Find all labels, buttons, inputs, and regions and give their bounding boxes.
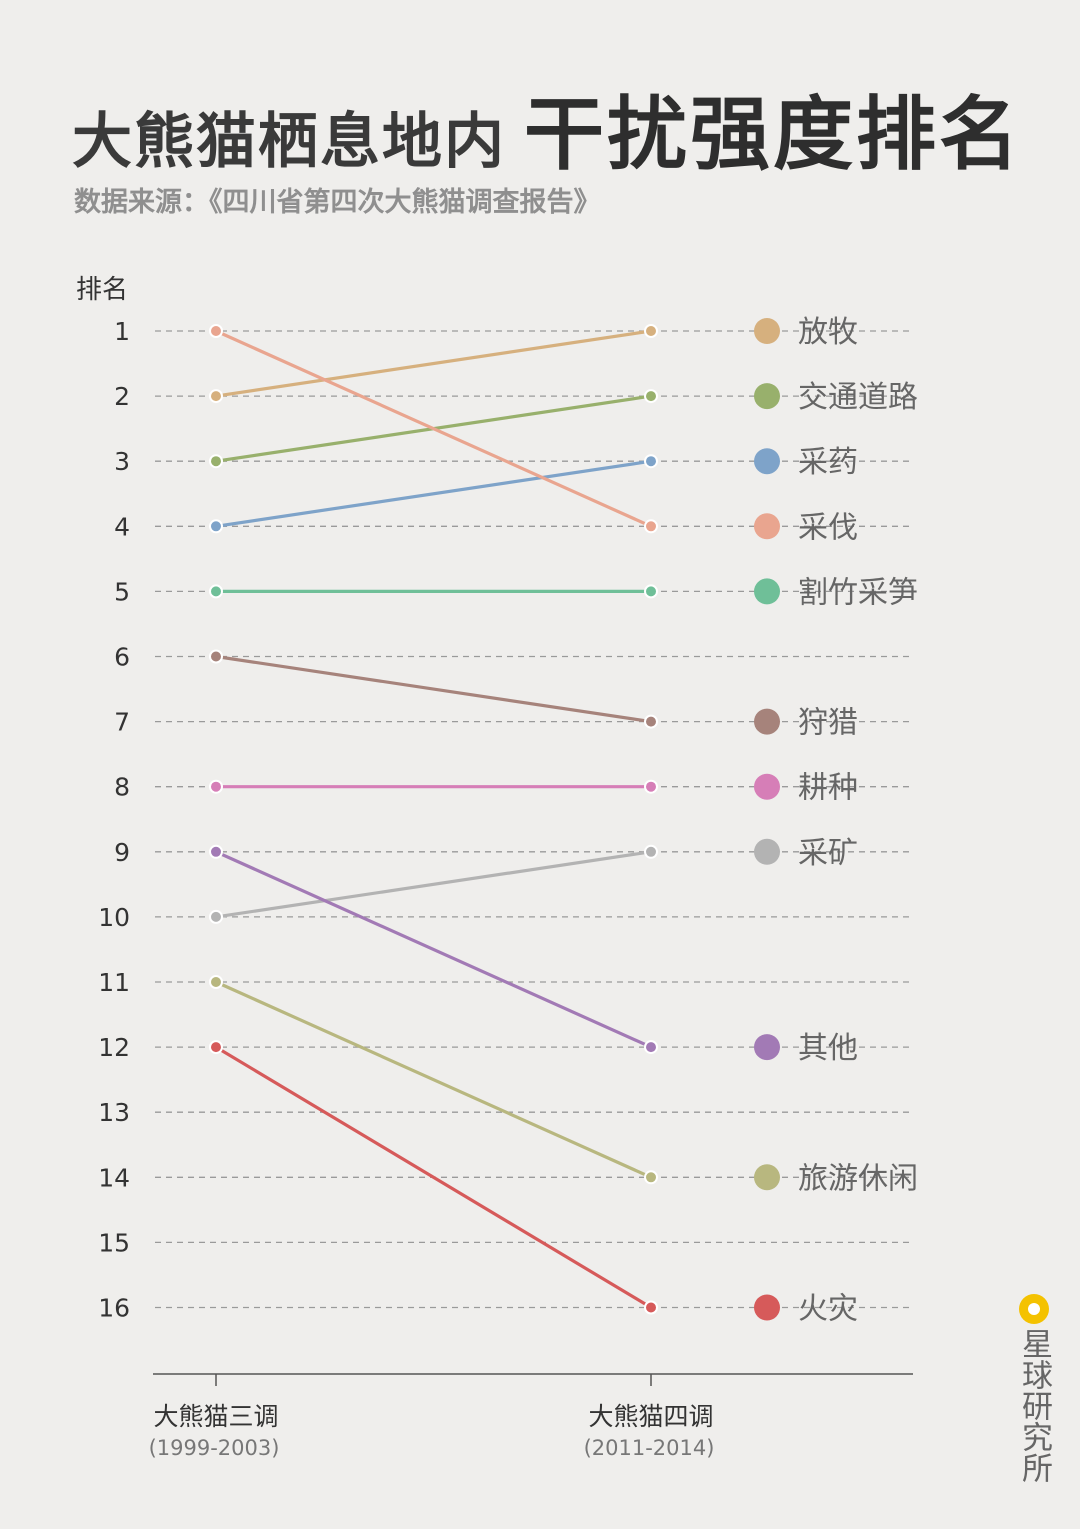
y-tick-label: 14 [98, 1163, 130, 1192]
x-category-sublabel: (1999-2003) [149, 1436, 280, 1460]
series-line [214, 654, 653, 724]
legend-swatch [754, 318, 780, 344]
legend-label: 耕种 [798, 771, 858, 806]
legend-swatch [754, 578, 780, 605]
series-point [209, 454, 223, 469]
y-tick-label: 4 [114, 512, 130, 541]
series-line [214, 850, 653, 919]
y-tick-label: 1 [114, 317, 130, 346]
y-tick-label: 5 [114, 577, 130, 606]
y-tick-label: 3 [114, 447, 130, 476]
series-line [214, 980, 653, 1179]
legend-swatch [754, 838, 780, 865]
series-point [209, 649, 223, 664]
legend-label: 采矿 [798, 836, 858, 871]
series-point [644, 1040, 658, 1055]
y-tick-label: 8 [114, 773, 130, 802]
series-point [644, 714, 658, 729]
legend-swatch [754, 1164, 780, 1191]
legend-swatch [754, 773, 780, 800]
legend-label: 采药 [798, 445, 858, 480]
y-tick-label: 2 [114, 382, 130, 411]
y-tick-label: 9 [114, 838, 130, 867]
series-point [644, 1300, 658, 1315]
series-point [209, 844, 223, 859]
title-part-1: 大熊猫栖息地内 [72, 107, 506, 177]
y-tick-label: 10 [98, 903, 130, 932]
series-point [209, 909, 223, 924]
series-line [214, 459, 653, 528]
series-point [209, 779, 223, 794]
data-source-subtitle: 数据来源：《四川省第四次大熊猫调查报告》 [74, 187, 601, 218]
x-category-label: 大熊猫三调 [153, 1402, 278, 1431]
series-point [209, 389, 223, 404]
series-point [209, 324, 223, 338]
series-point [644, 454, 658, 469]
y-tick-label: 13 [98, 1098, 130, 1127]
legend-label: 交通道路 [798, 380, 918, 415]
y-tick-label: 16 [98, 1294, 130, 1323]
series-point [209, 975, 223, 989]
x-category-label: 大熊猫四调 [588, 1402, 713, 1431]
legend-swatch [754, 1034, 780, 1061]
series-point [209, 584, 223, 599]
legend-label: 采伐 [798, 510, 858, 545]
legend-label: 狩猎 [798, 706, 858, 741]
legend-label: 放牧 [798, 315, 858, 350]
title-part-2: 干扰强度排名 [524, 87, 1022, 181]
series-point [644, 519, 658, 534]
brand-logo: 星球研究所 [1014, 1294, 1054, 1483]
chart-title: 大熊猫栖息地内 干扰强度排名 [72, 70, 1032, 181]
series-point [644, 844, 658, 859]
series-point [644, 584, 658, 599]
y-axis-label: 排名 [76, 275, 128, 305]
planet-dot-icon [1019, 1294, 1049, 1324]
legend-swatch [754, 1294, 780, 1321]
series-line [214, 850, 653, 1049]
legend-swatch [754, 383, 780, 410]
series-line [214, 1045, 653, 1310]
y-tick-label: 12 [98, 1033, 130, 1062]
y-tick-label: 11 [98, 968, 130, 997]
legend-label: 其他 [798, 1031, 858, 1066]
legend-swatch [754, 448, 780, 475]
series-point [209, 519, 223, 534]
y-tick-label: 7 [114, 708, 130, 737]
brand-name: 星球研究所 [1016, 1328, 1052, 1483]
legend-swatch [754, 708, 780, 735]
series-line [214, 329, 653, 528]
series-point [644, 1170, 658, 1185]
legend-label: 割竹采笋 [798, 575, 918, 610]
legend-label: 旅游休闲 [798, 1161, 918, 1196]
series-point [644, 779, 658, 794]
legend-label: 火灾 [798, 1292, 858, 1327]
series-line [214, 329, 653, 398]
series-point [644, 324, 658, 338]
series-point [644, 389, 658, 404]
y-tick-label: 15 [98, 1228, 130, 1257]
legend-swatch [754, 513, 780, 540]
y-tick-label: 6 [114, 643, 130, 672]
series-point [209, 1040, 223, 1055]
x-category-sublabel: (2011-2014) [584, 1436, 715, 1460]
